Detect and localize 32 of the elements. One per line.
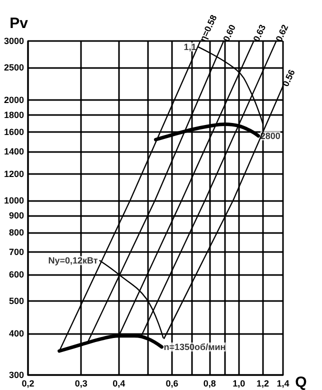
- x-tick-label: 0,3: [74, 378, 88, 388]
- y-tick-label: 1000: [4, 195, 24, 206]
- text: 0.56: [280, 68, 297, 88]
- y-tick-label: 1800: [4, 110, 24, 120]
- y-axis-title: Pv: [10, 15, 29, 32]
- x-tick-label: 0,6: [166, 378, 178, 388]
- y-tick-label: 2000: [4, 94, 24, 105]
- x-tick-label: 1,4: [276, 378, 290, 388]
- x-tick-label: 0,2: [22, 378, 34, 388]
- y-tick-label: 600: [8, 269, 24, 280]
- annotation: 1,1: [184, 42, 196, 52]
- x-tick-label: 1,0: [232, 378, 246, 388]
- y-tick-label: 1600: [4, 127, 24, 138]
- x-tick-label: 0,8: [203, 378, 216, 388]
- annotation: Ny=0,12кВт: [48, 256, 98, 266]
- y-tick-label: 700: [8, 247, 24, 258]
- y-tick-label: 3000: [4, 36, 24, 46]
- annotation: n=1350об/мин: [164, 342, 226, 352]
- y-tick-label: 1400: [4, 146, 24, 157]
- y-tick-label: 2500: [4, 62, 24, 72]
- y-tick-label: 500: [8, 296, 24, 306]
- y-tick-label: 800: [8, 228, 24, 238]
- x-tick-label: 0,4: [112, 378, 126, 388]
- text: 0.60: [221, 23, 238, 44]
- y-tick-label: 400: [8, 328, 24, 338]
- y-tick-label: 1200: [4, 168, 24, 179]
- text: 0.62: [274, 23, 290, 44]
- y-tick-label: 300: [8, 370, 24, 380]
- x-axis-title: Q: [295, 374, 308, 390]
- text: 0.63: [251, 23, 268, 44]
- y-tick-label: 900: [8, 210, 24, 221]
- x-tick-label: 1,2: [256, 378, 270, 388]
